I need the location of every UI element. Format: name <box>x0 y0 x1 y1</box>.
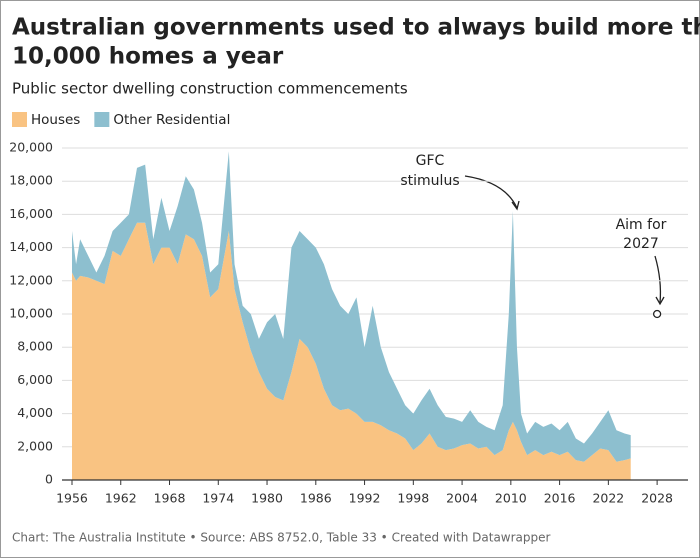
y-tick-label: 2,000 <box>17 438 53 453</box>
y-tick-label: 6,000 <box>17 372 53 387</box>
y-tick-label: 8,000 <box>17 339 53 354</box>
y-tick-label: 14,000 <box>9 239 53 254</box>
area <box>72 151 631 462</box>
area <box>72 222 631 480</box>
y-tick-label: 0 <box>45 472 53 487</box>
annotation-arrow <box>654 255 662 304</box>
y-tick-label: 16,000 <box>9 206 53 221</box>
x-tick-label: 1986 <box>300 491 332 506</box>
x-tick-label: 2022 <box>592 491 624 506</box>
annotation-arrow <box>464 175 518 209</box>
y-tick-label: 4,000 <box>17 405 53 420</box>
x-tick-label: 1968 <box>154 491 186 506</box>
legend-swatch <box>94 112 110 127</box>
y-tick-label: 20,000 <box>9 140 53 155</box>
footer: Chart: The Australia Institute • Source:… <box>12 531 551 545</box>
x-tick-label: 2010 <box>495 491 527 506</box>
legend-swatch <box>12 112 27 127</box>
y-tick-label: 18,000 <box>9 173 53 188</box>
legend-label: Other Residential <box>113 112 230 128</box>
legend-label: Houses <box>31 112 80 128</box>
annotation: GFC <box>416 153 445 169</box>
annotation: 2027 <box>623 236 659 252</box>
x-tick-label: 2016 <box>544 491 576 506</box>
chart-title: Australian governments used to always bu… <box>12 15 700 41</box>
y-tick-label: 10,000 <box>9 306 53 321</box>
annotation-arrow-head <box>655 296 665 306</box>
target-point <box>652 309 662 319</box>
x-tick-label: 2028 <box>641 491 673 506</box>
x-tick-label: 1980 <box>251 491 283 506</box>
annotation: Aim for <box>616 217 667 233</box>
annotation: stimulus <box>400 173 459 189</box>
x-tick-label: 1962 <box>105 491 137 506</box>
subtitle: Public sector dwelling construction comm… <box>12 80 408 98</box>
chart-title: 10,000 homes a year <box>12 44 284 70</box>
x-tick-label: 1992 <box>349 491 381 506</box>
x-tick-label: 1998 <box>397 491 429 506</box>
x-tick-label: 1956 <box>56 491 88 506</box>
y-tick-label: 12,000 <box>9 272 53 287</box>
x-tick-label: 2004 <box>446 491 478 506</box>
x-tick-label: 1974 <box>202 491 234 506</box>
annotation-arrow-head <box>511 200 520 211</box>
